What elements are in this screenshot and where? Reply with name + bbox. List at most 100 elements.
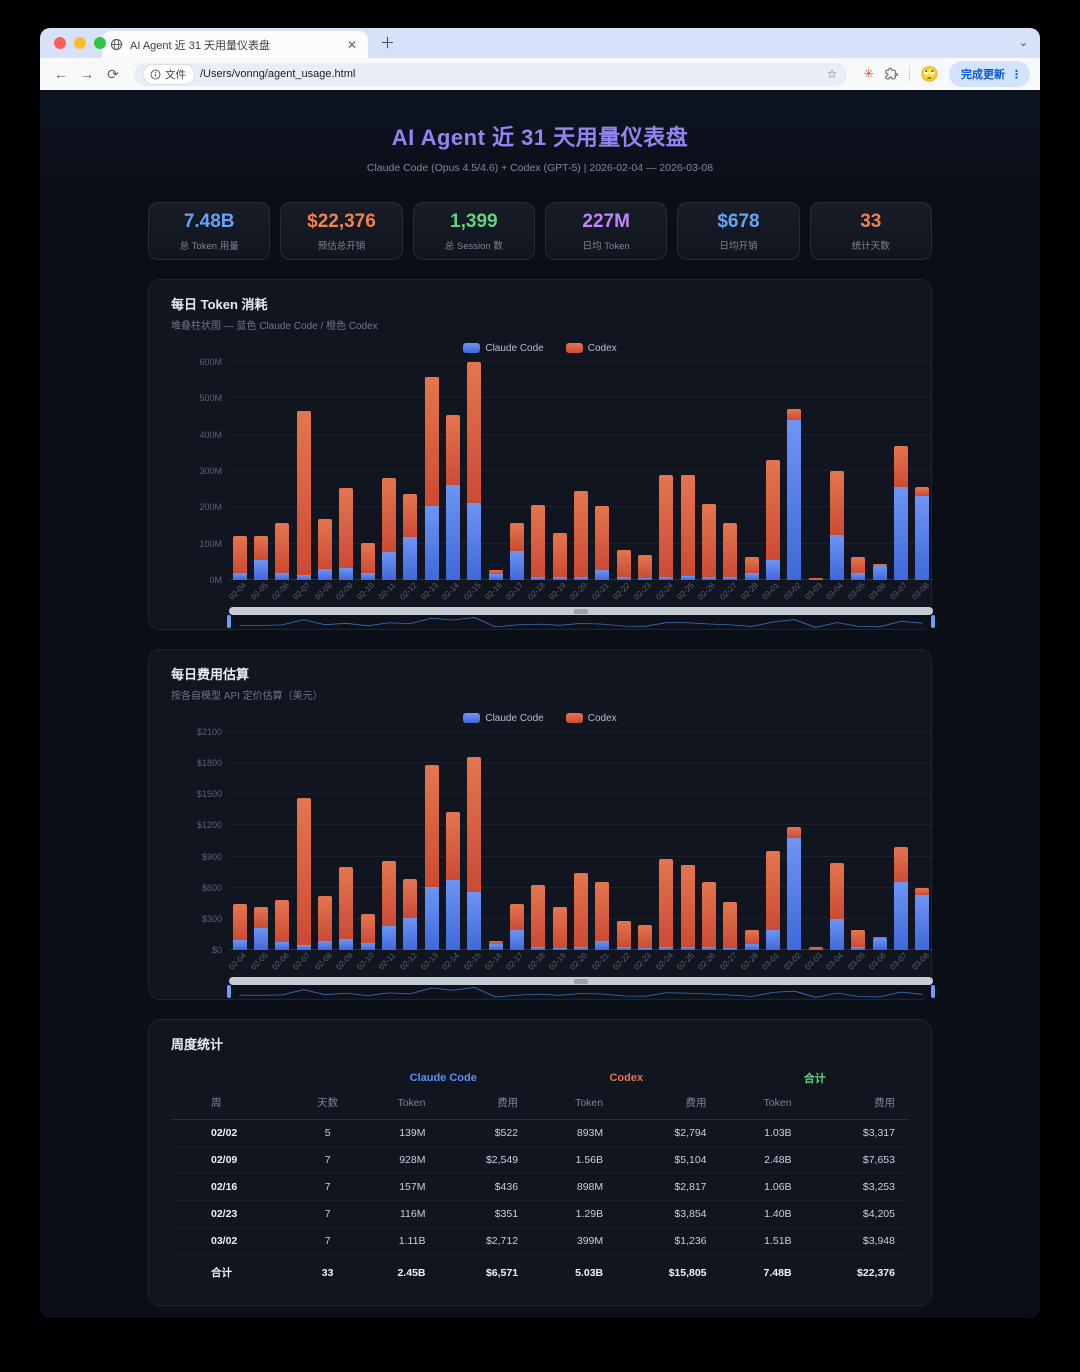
- table-cell: 1.56B: [532, 1146, 618, 1174]
- codex-segment: [403, 879, 418, 918]
- x-axis-label: 02-14: [440, 950, 462, 972]
- codex-segment: [659, 859, 674, 948]
- x-axis-label: 03-01: [760, 950, 782, 972]
- table-row: 02/02 5 139M $522 893M $2,794 1.03B $3,317: [171, 1119, 909, 1147]
- bookmark-star-icon[interactable]: ☆: [826, 67, 838, 81]
- datazoom-slider[interactable]: [227, 977, 935, 998]
- bar-02-15: 02-15: [462, 732, 485, 972]
- gridline: [229, 824, 933, 826]
- extension-burst-icon[interactable]: ✳: [863, 66, 875, 81]
- back-icon[interactable]: ←: [54, 66, 68, 82]
- close-window-icon[interactable]: [54, 37, 66, 49]
- minimize-window-icon[interactable]: [74, 37, 86, 49]
- claude-segment: [509, 550, 524, 580]
- codex-segment: [296, 410, 311, 575]
- stat-label: 日均 Token: [582, 241, 630, 252]
- claude-segment: [509, 930, 524, 950]
- new-tab-button[interactable]: ＋: [380, 35, 396, 52]
- reload-icon[interactable]: ⟳: [107, 65, 119, 82]
- x-axis-label: 03-05: [845, 580, 867, 602]
- toolbar-divider: [909, 66, 911, 82]
- claude-segment: [616, 946, 631, 950]
- forward-icon[interactable]: →: [80, 66, 94, 82]
- browser-menu-icon[interactable]: ⋮: [1011, 68, 1022, 81]
- table-cell: $522: [439, 1119, 533, 1147]
- claude-segment: [595, 941, 610, 950]
- stat-value: 33: [860, 211, 882, 232]
- table-cell: 02/09: [171, 1146, 301, 1174]
- x-axis-label: 02-13: [419, 950, 441, 972]
- browser-tab[interactable]: AI Agent 近 31 天用量仪表盘 ✕: [102, 31, 368, 58]
- claude-segment: [317, 940, 332, 950]
- x-axis-label: 02-28: [739, 580, 761, 602]
- legend-item-codex[interactable]: Codex: [565, 340, 617, 356]
- tab-close-icon[interactable]: ✕: [346, 37, 357, 52]
- chrome-update-label: 完成更新: [961, 69, 1005, 81]
- table-cell: $2,817: [617, 1173, 721, 1201]
- x-axis-label: 02-09: [333, 950, 355, 972]
- codex-segment: [829, 863, 844, 919]
- datazoom-left-handle[interactable]: [227, 615, 231, 628]
- codex-segment: [659, 474, 674, 577]
- extensions-puzzle-icon[interactable]: [884, 67, 899, 82]
- address-bar[interactable]: 文件 /Users/vonng/agent_usage.html ☆: [134, 62, 848, 86]
- claude-segment: [701, 947, 716, 950]
- x-axis-label: 03-06: [867, 950, 889, 972]
- datazoom-grip[interactable]: [574, 978, 588, 984]
- window-controls[interactable]: [54, 37, 106, 49]
- datazoom-grip[interactable]: [574, 608, 588, 614]
- bars-container: 02-04 02-05 02-06 02-07 02-08 02-09 02-10 02-11…: [227, 732, 933, 972]
- codex-segment: [872, 564, 887, 566]
- tab-title: AI Agent 近 31 天用量仪表盘: [130, 39, 270, 52]
- gridline: [229, 793, 933, 795]
- datazoom-slider[interactable]: [227, 607, 935, 628]
- datazoom-right-handle[interactable]: [931, 615, 935, 628]
- bar-02-17: 02-17: [505, 362, 527, 602]
- datazoom-left-handle[interactable]: [227, 985, 231, 998]
- y-axis-label: $600: [201, 882, 222, 893]
- codex-segment: [317, 895, 332, 941]
- x-axis-label: 03-03: [803, 950, 825, 972]
- claude-segment: [659, 947, 674, 950]
- bar-03-02: 03-02: [782, 732, 805, 972]
- tab-search-chevron-icon[interactable]: ⌄: [1018, 37, 1028, 49]
- stat-value: 227M: [582, 211, 630, 232]
- codex-segment: [637, 925, 652, 949]
- table-cell: 893M: [532, 1119, 618, 1147]
- group-header-total: 合计: [803, 1073, 826, 1085]
- zoom-window-icon[interactable]: [94, 37, 106, 49]
- gridline: [229, 433, 933, 435]
- datazoom-right-handle[interactable]: [931, 985, 935, 998]
- profile-avatar[interactable]: 🙄: [920, 65, 939, 83]
- y-axis-label: 600M: [199, 357, 222, 367]
- x-axis-label: 02-20: [568, 580, 590, 602]
- bar-02-28: 02-28: [739, 362, 762, 602]
- table-cell: $22,376: [805, 1254, 909, 1287]
- claude-segment: [381, 551, 396, 580]
- x-axis-label: 02-23: [632, 950, 654, 972]
- chart-title: 每日费用估算: [171, 667, 250, 682]
- x-axis-label: 02-24: [653, 950, 675, 972]
- table-cell: $2,794: [617, 1119, 721, 1147]
- codex-segment: [616, 549, 631, 578]
- claude-segment: [424, 505, 439, 580]
- legend-item-claude-code[interactable]: Claude Code: [463, 340, 544, 356]
- table-cell: 02/16: [171, 1173, 301, 1201]
- claude-segment: [232, 939, 247, 950]
- codex-segment: [616, 921, 631, 947]
- x-axis-label: 03-05: [845, 950, 867, 972]
- codex-segment: [467, 362, 482, 503]
- file-scheme-chip[interactable]: 文件: [144, 64, 194, 84]
- chrome-update-button[interactable]: 完成更新 ⋮: [949, 61, 1030, 87]
- y-axis-label: $900: [201, 851, 222, 862]
- x-axis-label: 02-21: [589, 950, 611, 972]
- claude-segment: [787, 838, 802, 950]
- datazoom-track[interactable]: [229, 977, 933, 985]
- legend-item-claude-code[interactable]: Claude Code: [463, 710, 544, 726]
- legend-item-codex[interactable]: Codex: [565, 710, 617, 726]
- x-axis-label: 02-21: [589, 580, 611, 602]
- codex-segment: [787, 827, 802, 839]
- claude-segment: [253, 559, 268, 580]
- codex-segment: [744, 929, 759, 945]
- datazoom-track[interactable]: [229, 607, 933, 615]
